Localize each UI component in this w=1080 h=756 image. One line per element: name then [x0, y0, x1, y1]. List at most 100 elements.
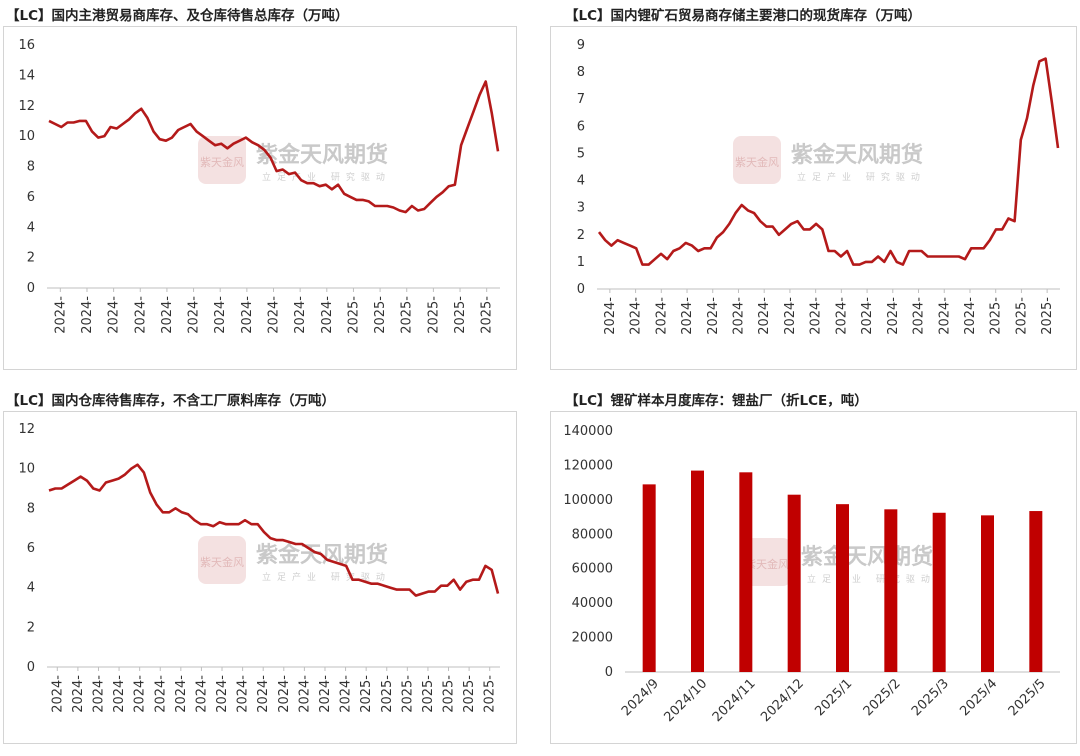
bar	[932, 512, 946, 672]
x-tick-label: 2024-	[80, 296, 95, 334]
bar	[787, 494, 801, 672]
y-tick-label: 0	[27, 281, 35, 296]
x-tick-label: 2024-	[215, 675, 230, 713]
x-tick-label: 2024/11	[710, 676, 759, 725]
x-tick-label: 2025/3	[909, 676, 952, 719]
y-tick-label: 40000	[572, 596, 613, 611]
x-tick-label: 2024-	[680, 297, 695, 335]
chart-frame	[550, 411, 1077, 744]
x-tick-label: 2024-	[277, 675, 292, 713]
y-tick-label: 12	[18, 422, 35, 437]
chart-frame	[3, 26, 517, 370]
series-line	[48, 463, 500, 597]
x-tick-label: 2024-	[706, 297, 721, 335]
x-tick-label: 2025-	[400, 296, 415, 334]
watermark-seal-icon	[198, 136, 246, 184]
x-tick-label: 2025-	[1040, 297, 1055, 335]
y-tick-label: 2	[577, 228, 585, 243]
x-tick-label: 2024/10	[662, 676, 711, 725]
x-tick-label: 2025-	[373, 296, 388, 334]
y-tick-label: 7	[577, 92, 585, 107]
x-tick-label: 2025-	[1014, 297, 1029, 335]
x-tick-label: 2025/4	[957, 676, 1000, 719]
watermark-seal-text: 紫天金风	[200, 555, 244, 569]
x-tick-label: 2024-	[860, 297, 875, 335]
bar	[642, 484, 656, 672]
y-tick-label: 6	[27, 541, 35, 556]
y-tick-label: 6	[27, 190, 35, 205]
watermark-slogan: 立足产业 研究驱动	[807, 573, 936, 585]
bar	[981, 515, 994, 672]
watermark-slogan: 立足产业 研究驱动	[797, 171, 926, 183]
x-tick-label: 2024-	[133, 675, 148, 713]
x-tick-label: 2024-	[654, 297, 669, 335]
x-tick-label: 2024-	[50, 675, 65, 713]
y-tick-label: 20000	[572, 631, 613, 646]
x-tick-label: 2024-	[629, 297, 644, 335]
y-tick-label: 60000	[572, 562, 613, 577]
x-tick-label: 2024-	[133, 296, 148, 334]
y-tick-label: 0	[605, 665, 613, 680]
y-tick-label: 2	[27, 251, 35, 266]
x-tick-label: 2024-	[194, 675, 209, 713]
y-tick-label: 100000	[563, 493, 613, 508]
x-tick-label: 2024-	[318, 675, 333, 713]
watermark-brand: 紫金天风期货	[801, 544, 933, 570]
x-tick-label: 2025-	[480, 296, 495, 334]
x-tick-label: 2025-	[400, 675, 415, 713]
watermark-seal-text: 紫天金风	[745, 557, 789, 571]
x-tick-label: 2024-	[809, 297, 824, 335]
y-tick-label: 16	[18, 38, 35, 53]
x-tick-label: 2024-	[240, 296, 255, 334]
watermark-seal-icon	[733, 136, 781, 184]
y-tick-label: 3	[577, 201, 585, 216]
x-tick-label: 2024-	[731, 297, 746, 335]
x-tick-label: 2024-	[339, 675, 354, 713]
y-tick-label: 4	[27, 220, 35, 235]
watermark-seal-icon	[743, 538, 791, 586]
bar	[884, 509, 898, 672]
bar	[739, 472, 753, 672]
y-tick-label: 4	[577, 174, 585, 189]
chart-title: 【LC】锂矿样本月度库存：锂盐厂（折LCE，吨）	[565, 393, 868, 409]
y-tick-label: 1	[577, 255, 585, 270]
series-line	[597, 57, 1060, 266]
x-tick-label: 2024-	[320, 296, 335, 334]
x-tick-label: 2024-	[937, 297, 952, 335]
y-tick-label: 6	[577, 119, 585, 134]
y-tick-label: 12	[18, 99, 35, 114]
y-tick-label: 8	[577, 65, 585, 80]
x-tick-label: 2025/1	[812, 676, 855, 719]
x-tick-label: 2025/2	[861, 676, 904, 719]
x-tick-label: 2024-	[603, 297, 618, 335]
x-tick-label: 2024-	[256, 675, 271, 713]
x-tick-label: 2024-	[107, 296, 122, 334]
y-tick-label: 140000	[563, 424, 613, 439]
x-tick-label: 2024-	[783, 297, 798, 335]
y-tick-label: 10	[18, 129, 35, 144]
y-tick-label: 120000	[563, 458, 613, 473]
x-tick-label: 2024/9	[619, 676, 662, 719]
x-tick-label: 2025/5	[1006, 676, 1049, 719]
watermark-brand: 紫金天风期货	[791, 142, 923, 168]
chart-title: 【LC】国内仓库待售库存，不含工厂原料库存（万吨）	[6, 393, 336, 409]
y-tick-label: 0	[577, 282, 585, 297]
x-tick-label: 2024-	[71, 675, 86, 713]
watermark-seal-text: 紫天金风	[200, 155, 244, 169]
x-tick-label: 2025-	[462, 675, 477, 713]
watermark-seal-icon	[198, 536, 246, 584]
x-tick-label: 2024-	[112, 675, 127, 713]
x-tick-label: 2024-	[53, 296, 68, 334]
y-tick-label: 9	[577, 38, 585, 53]
x-tick-label: 2024-	[91, 675, 106, 713]
x-tick-label: 2024-	[213, 296, 228, 334]
x-tick-label: 2024/12	[758, 676, 807, 725]
y-tick-label: 14	[18, 68, 35, 83]
chart-frame	[3, 411, 517, 744]
bar	[1029, 511, 1043, 672]
y-tick-label: 10	[18, 462, 35, 477]
x-tick-label: 2024-	[886, 297, 901, 335]
bar	[691, 470, 704, 672]
